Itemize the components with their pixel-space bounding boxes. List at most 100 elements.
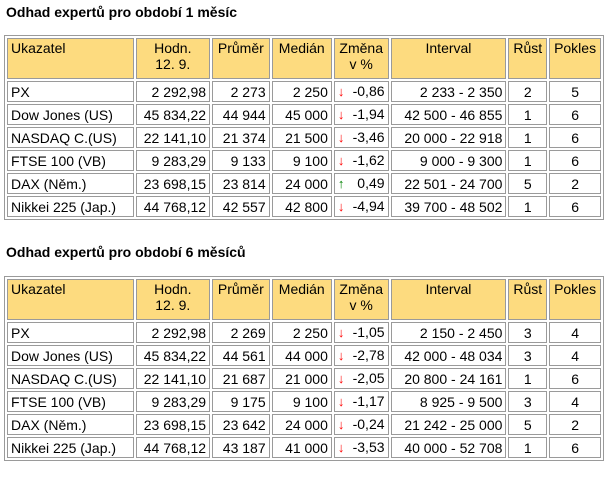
cell-interval: 2 233 - 2 350: [390, 81, 507, 102]
cell-median: 21 000: [271, 368, 332, 389]
cell-prumer: 2 273: [212, 81, 270, 102]
cell-pokles: 6: [549, 437, 601, 458]
cell-median: 21 500: [271, 127, 332, 148]
cell-rust: 1: [508, 104, 548, 125]
cell-zmena: ↓ -1,94: [333, 104, 389, 125]
header-hodnota-line1: Hodn.: [154, 40, 192, 56]
cell-median: 24 000: [271, 414, 332, 435]
cell-ukazatel: Nikkei 225 (Jap.): [7, 196, 134, 217]
table-row: FTSE 100 (VB) 9 283,29 9 175 9 100 ↓ -1,17 8 9…: [7, 391, 601, 412]
cell-hodnota: 9 283,29: [135, 391, 211, 412]
cell-zmena: ↓ -2,05: [333, 368, 389, 389]
arrow-down-icon: ↓: [337, 199, 345, 214]
cell-prumer: 9 175: [212, 391, 270, 412]
cell-pokles: 6: [549, 104, 601, 125]
cell-zmena-value: -4,94: [352, 198, 385, 214]
cell-median: 45 000: [271, 104, 332, 125]
cell-pokles: 6: [549, 127, 601, 148]
forecast-table-6m: Ukazatel Hodn. 12. 9. Průměr Medián Změna v % I…: [4, 276, 604, 461]
header-interval: Interval: [390, 38, 507, 79]
cell-ukazatel: DAX (Něm.): [7, 414, 134, 435]
cell-prumer: 2 269: [212, 322, 270, 343]
cell-prumer: 44 561: [212, 345, 270, 366]
header-hodnota-line2: 12. 9.: [155, 56, 191, 72]
cell-interval: 20 800 - 24 161: [390, 368, 507, 389]
cell-interval: 2 150 - 2 450: [390, 322, 507, 343]
arrow-down-icon: ↓: [337, 130, 345, 145]
cell-zmena-value: -1,94: [352, 106, 385, 122]
cell-interval: 22 501 - 24 700: [390, 173, 507, 194]
cell-zmena: ↓ -3,53: [333, 437, 389, 458]
cell-rust: 3: [508, 345, 548, 366]
arrow-down-icon: ↓: [337, 107, 345, 122]
cell-ukazatel: NASDAQ C.(US): [7, 127, 134, 148]
cell-prumer: 23 642: [212, 414, 270, 435]
cell-prumer: 23 814: [212, 173, 270, 194]
arrow-down-icon: ↓: [337, 440, 345, 455]
cell-zmena-value: -2,78: [352, 347, 385, 363]
cell-pokles: 5: [549, 81, 601, 102]
table-row: FTSE 100 (VB) 9 283,29 9 133 9 100 ↓ -1,62 9 0…: [7, 150, 601, 171]
cell-rust: 2: [508, 81, 548, 102]
cell-pokles: 6: [549, 150, 601, 171]
header-ukazatel: Ukazatel: [7, 38, 134, 79]
header-rust: Růst: [508, 279, 548, 320]
cell-zmena-value: -0,86: [352, 83, 385, 99]
cell-zmena: ↓ -3,46: [333, 127, 389, 148]
cell-hodnota: 22 141,10: [135, 368, 211, 389]
cell-hodnota: 9 283,29: [135, 150, 211, 171]
cell-ukazatel: Dow Jones (US): [7, 345, 134, 366]
header-zmena: Změna v %: [333, 279, 389, 320]
table-row: NASDAQ C.(US) 22 141,10 21 687 21 000 ↓ -2,05…: [7, 368, 601, 389]
header-median: Medián: [271, 38, 332, 79]
cell-ukazatel: Nikkei 225 (Jap.): [7, 437, 134, 458]
cell-zmena: ↓ -0,86: [333, 81, 389, 102]
cell-zmena: ↓ -0,24: [333, 414, 389, 435]
cell-pokles: 6: [549, 196, 601, 217]
cell-pokles: 2: [549, 414, 601, 435]
header-rust: Růst: [508, 38, 548, 79]
cell-median: 41 000: [271, 437, 332, 458]
cell-zmena: ↓ -1,05: [333, 322, 389, 343]
cell-pokles: 4: [549, 322, 601, 343]
header-interval: Interval: [390, 279, 507, 320]
cell-zmena-value: -0,24: [352, 416, 385, 432]
cell-zmena: ↓ -2,78: [333, 345, 389, 366]
cell-hodnota: 44 768,12: [135, 196, 211, 217]
table-header-row: Ukazatel Hodn. 12. 9. Průměr Medián Změna v % I…: [7, 279, 601, 320]
header-hodnota: Hodn. 12. 9.: [135, 38, 211, 79]
cell-zmena-value: 0,49: [357, 175, 385, 191]
cell-interval: 20 000 - 22 918: [390, 127, 507, 148]
cell-rust: 1: [508, 368, 548, 389]
cell-hodnota: 45 834,22: [135, 104, 211, 125]
cell-prumer: 42 557: [212, 196, 270, 217]
header-hodnota-line2: 12. 9.: [155, 297, 191, 313]
table-row: Nikkei 225 (Jap.) 44 768,12 42 557 42 800 ↓ -…: [7, 196, 601, 217]
cell-rust: 1: [508, 127, 548, 148]
cell-median: 42 800: [271, 196, 332, 217]
table-row: Nikkei 225 (Jap.) 44 768,12 43 187 41 000 ↓ -…: [7, 437, 601, 458]
cell-pokles: 2: [549, 173, 601, 194]
header-zmena: Změna v %: [333, 38, 389, 79]
cell-rust: 1: [508, 150, 548, 171]
table-row: NASDAQ C.(US) 22 141,10 21 374 21 500 ↓ -3,46…: [7, 127, 601, 148]
cell-hodnota: 22 141,10: [135, 127, 211, 148]
arrow-down-icon: ↓: [337, 153, 345, 168]
cell-zmena-value: -2,05: [352, 370, 385, 386]
cell-median: 44 000: [271, 345, 332, 366]
cell-pokles: 4: [549, 391, 601, 412]
cell-interval: 9 000 - 9 300: [390, 150, 507, 171]
section-title-1m: Odhad expertů pro období 1 měsíc: [6, 4, 238, 20]
cell-interval: 42 500 - 46 855: [390, 104, 507, 125]
cell-ukazatel: DAX (Něm.): [7, 173, 134, 194]
table-row: Dow Jones (US) 45 834,22 44 561 44 000 ↓ -2,7…: [7, 345, 601, 366]
cell-ukazatel: FTSE 100 (VB): [7, 391, 134, 412]
cell-rust: 1: [508, 196, 548, 217]
section-title-6m: Odhad expertů pro období 6 měsíců: [6, 244, 246, 260]
arrow-up-icon: ↑: [337, 176, 345, 191]
cell-ukazatel: Dow Jones (US): [7, 104, 134, 125]
arrow-down-icon: ↓: [337, 417, 345, 432]
cell-zmena-value: -1,17: [352, 393, 385, 409]
cell-prumer: 43 187: [212, 437, 270, 458]
arrow-down-icon: ↓: [337, 371, 345, 386]
